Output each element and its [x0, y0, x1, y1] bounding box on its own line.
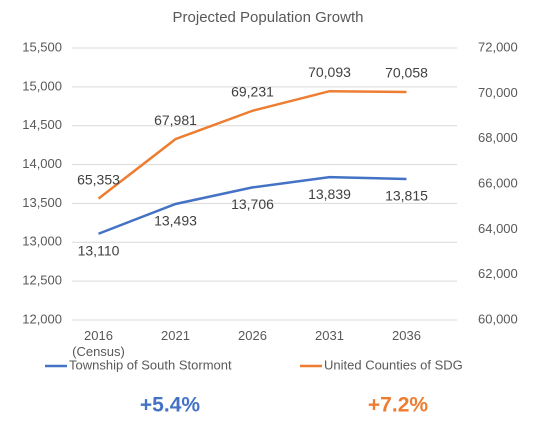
series-line — [97, 89, 407, 200]
y2-tick-label: 70,000 — [478, 85, 518, 100]
y2-tick-label: 60,000 — [478, 311, 518, 326]
data-label: 65,353 — [77, 171, 120, 187]
series-line — [98, 175, 407, 235]
data-label: 13,493 — [154, 213, 197, 229]
y-tick-label: 14,000 — [22, 156, 62, 171]
data-label: 70,093 — [308, 64, 351, 80]
data-label: 70,058 — [385, 65, 428, 81]
legend-label: United Counties of SDG — [324, 357, 463, 372]
legend-label: Township of South Stormont — [69, 357, 232, 372]
annotation: +7.2% — [368, 394, 428, 417]
x-tick-label: 2021 — [161, 328, 190, 343]
data-label: 13,839 — [308, 186, 351, 202]
y-tick-label: 15,500 — [22, 39, 62, 54]
data-label: 67,981 — [154, 112, 197, 128]
data-label: 13,110 — [78, 242, 120, 258]
annotation: +5.4% — [140, 394, 200, 417]
data-label: 13,815 — [385, 188, 428, 204]
y-tick-label: 12,500 — [22, 273, 62, 288]
data-label: 69,231 — [231, 83, 274, 99]
x-tick-label: 2026 — [238, 328, 267, 343]
y-tick-label: 14,500 — [22, 117, 62, 132]
y-tick-label: 13,500 — [22, 195, 62, 210]
y2-tick-label: 72,000 — [478, 39, 518, 54]
y-tick-label: 13,000 — [22, 234, 62, 249]
chart-title: Projected Population Growth — [173, 9, 364, 26]
y2-tick-label: 62,000 — [478, 266, 518, 281]
x-tick-label: 2031 — [315, 328, 344, 343]
y-tick-label: 15,000 — [22, 78, 62, 93]
data-label: 13,706 — [231, 196, 274, 212]
x-tick-label: 2036 — [392, 328, 421, 343]
y-tick-label: 12,000 — [22, 311, 62, 326]
y2-tick-label: 66,000 — [478, 175, 518, 190]
x-tick-label: 2016 (Census) — [72, 328, 125, 359]
y2-tick-label: 68,000 — [478, 130, 518, 145]
y2-tick-label: 64,000 — [478, 221, 518, 236]
